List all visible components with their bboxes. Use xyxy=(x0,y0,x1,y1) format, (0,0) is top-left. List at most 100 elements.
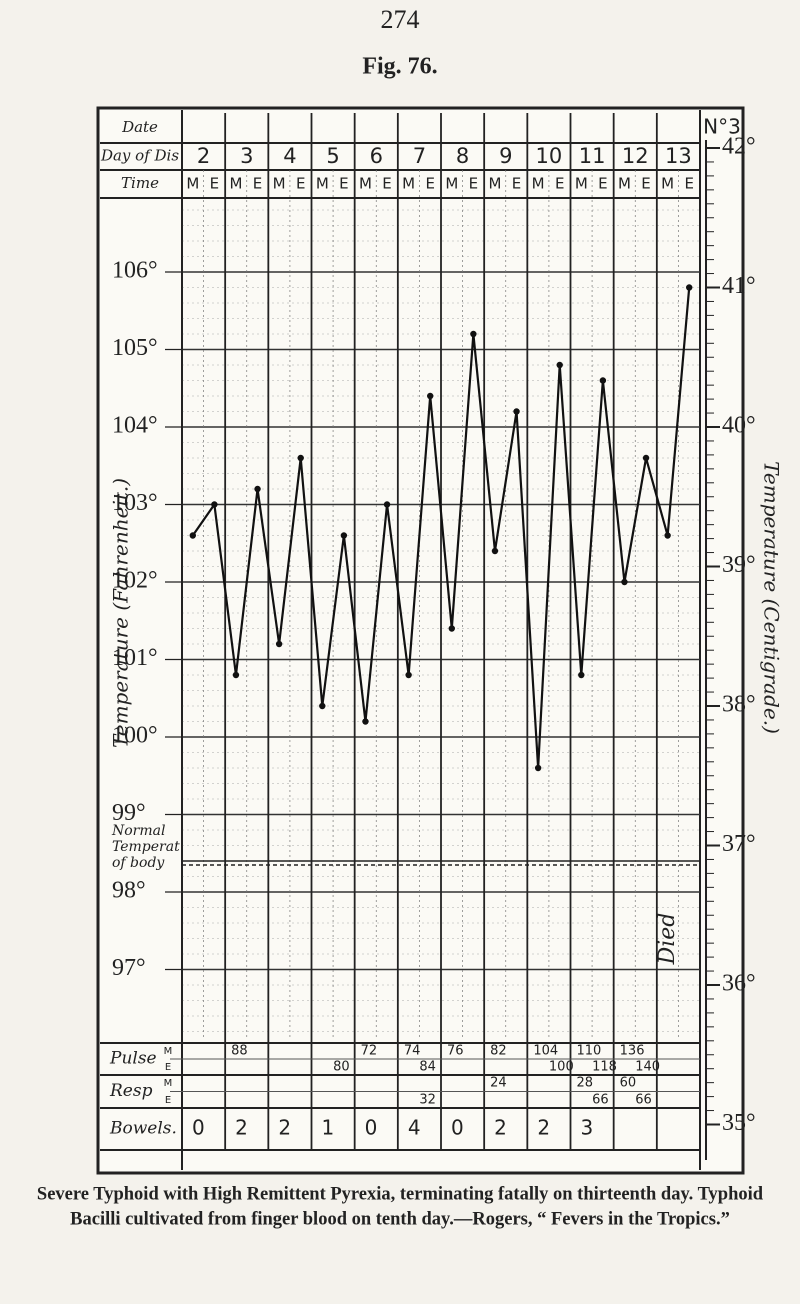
temperature-point xyxy=(189,532,196,539)
temperature-point xyxy=(319,702,326,710)
time-label: E xyxy=(382,175,391,193)
pulse-value: 88 xyxy=(231,1044,248,1059)
fahrenheit-title: Temperature (Fahrenheit.) xyxy=(109,478,133,748)
time-label: E xyxy=(210,175,219,193)
day-number: 7 xyxy=(413,144,426,168)
day-number: 10 xyxy=(536,144,563,168)
day-number: 9 xyxy=(499,144,512,168)
normal-label-line: Normal xyxy=(111,823,165,839)
time-label: M xyxy=(273,175,286,193)
time-label: M xyxy=(229,175,242,193)
centigrade-tick: 38° xyxy=(722,692,756,718)
temperature-point xyxy=(491,547,499,555)
time-label: E xyxy=(425,175,434,193)
row-sublabel: E xyxy=(165,1095,171,1106)
day-number: 12 xyxy=(622,144,649,168)
time-label: M xyxy=(661,175,674,193)
resp-value: 32 xyxy=(419,1093,436,1108)
day-number: 4 xyxy=(283,144,296,168)
pulse-value: 104 xyxy=(533,1044,558,1059)
fahrenheit-tick: 100° xyxy=(112,723,158,749)
centigrade-title: Temperature (Centigrade.) xyxy=(760,461,784,734)
caption-line: Severe Typhoid with High Remittent Pyrex… xyxy=(37,1184,764,1204)
row-label: Time xyxy=(121,174,159,192)
temperature-point xyxy=(599,377,607,384)
fahrenheit-tick: 103° xyxy=(112,490,158,516)
fahrenheit-tick: 102° xyxy=(112,568,158,594)
pulse-value: 140 xyxy=(635,1060,660,1075)
temperature-point xyxy=(275,640,283,648)
resp-value: 66 xyxy=(592,1093,609,1108)
time-label: M xyxy=(618,175,631,193)
fahrenheit-tick: 106° xyxy=(112,258,158,284)
row-sublabel: E xyxy=(165,1062,171,1073)
centigrade-tick: 35° xyxy=(722,1110,756,1136)
time-label: E xyxy=(598,175,607,193)
bowels-value: 0 xyxy=(365,1116,378,1140)
temperature-line xyxy=(191,287,691,769)
bowels-value: 1 xyxy=(322,1116,335,1140)
time-label: M xyxy=(359,175,372,193)
row-label: Date xyxy=(121,118,158,136)
temperature-point xyxy=(211,501,218,508)
time-label: E xyxy=(296,175,305,193)
time-label: E xyxy=(555,175,564,193)
resp-value: 24 xyxy=(490,1076,507,1091)
temperature-point xyxy=(686,284,693,291)
day-number: 2 xyxy=(197,144,210,168)
time-label: E xyxy=(339,175,348,193)
time-label: M xyxy=(575,175,588,193)
centigrade-tick: 39° xyxy=(722,552,756,578)
fahrenheit-tick: 99° xyxy=(112,800,146,826)
day-number: 5 xyxy=(326,144,339,168)
bowels-value: 4 xyxy=(408,1116,421,1140)
row-sublabel: M xyxy=(164,1046,173,1057)
temperature-point xyxy=(534,764,542,772)
temperature-point xyxy=(556,361,563,369)
time-label: M xyxy=(316,175,329,193)
pulse-value: 118 xyxy=(592,1060,617,1075)
temperature-point xyxy=(297,454,304,462)
temperature-point xyxy=(232,671,240,679)
centigrade-tick: 42° xyxy=(722,134,756,160)
pulse-value: 74 xyxy=(404,1044,421,1059)
chart-number: N°3 xyxy=(703,115,741,139)
time-label: M xyxy=(488,175,501,193)
temperature-point xyxy=(578,671,585,679)
bowels-value: 2 xyxy=(235,1116,248,1140)
row-label: Resp xyxy=(109,1081,153,1101)
time-label: M xyxy=(186,175,199,193)
day-number: 13 xyxy=(665,144,692,168)
time-label: M xyxy=(532,175,545,193)
centigrade-tick: 37° xyxy=(722,831,756,857)
pulse-value: 80 xyxy=(333,1060,350,1075)
day-number: 11 xyxy=(579,144,606,168)
temperature-point xyxy=(470,330,477,338)
day-number: 6 xyxy=(370,144,383,168)
figure-label: Fig. 76. xyxy=(362,54,437,80)
temperature-point xyxy=(664,532,671,539)
time-label: M xyxy=(402,175,415,193)
pulse-value: 76 xyxy=(447,1044,464,1059)
bowels-value: 2 xyxy=(537,1116,550,1140)
temperature-point xyxy=(362,718,369,725)
temperature-point xyxy=(383,501,391,508)
normal-label-line: Temperat xyxy=(112,839,180,855)
pulse-value: 84 xyxy=(419,1060,436,1075)
pulse-value: 100 xyxy=(549,1060,574,1075)
temperature-point xyxy=(642,454,650,462)
temperature-point xyxy=(448,625,455,632)
bowels-value: 0 xyxy=(192,1116,205,1140)
row-label: Pulse xyxy=(109,1049,157,1069)
time-label: E xyxy=(684,175,693,193)
time-label: M xyxy=(445,175,458,193)
centigrade-tick: 40° xyxy=(722,413,756,439)
page-number: 274 xyxy=(381,5,420,34)
normal-label-line: of body xyxy=(112,855,165,871)
bowels-value: 3 xyxy=(581,1116,594,1140)
centigrade-tick: 41° xyxy=(722,273,756,299)
temperature-point xyxy=(254,485,261,493)
temperature-point xyxy=(340,532,348,539)
normal-label: Normal Temperat of body xyxy=(111,823,180,871)
